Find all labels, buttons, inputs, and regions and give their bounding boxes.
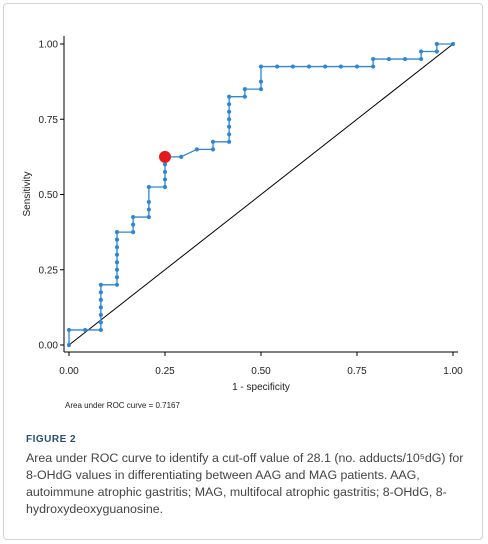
roc-data-point — [146, 214, 151, 220]
roc-data-point — [114, 282, 120, 287]
y-tick-label: 0.00 — [39, 341, 59, 352]
roc-data-point — [98, 305, 103, 310]
roc-data-point — [131, 230, 136, 235]
roc-data-point — [386, 56, 391, 62]
roc-data-point — [227, 117, 232, 122]
roc-data-point — [419, 56, 424, 62]
figure-label: FIGURE 2 — [26, 434, 77, 445]
roc-data-point — [146, 184, 151, 190]
roc-data-point — [114, 260, 120, 265]
roc-data-point — [98, 312, 103, 317]
roc-data-point — [338, 64, 343, 69]
roc-data-point — [162, 169, 168, 175]
roc-data-point — [227, 132, 232, 137]
reference-diagonal-line — [68, 43, 454, 346]
roc-data-point — [194, 147, 199, 152]
figure-frame — [3, 3, 483, 540]
roc-data-point — [98, 327, 103, 333]
chart-axes: 0.00 0.00 0.25 0.25 0.50 0.50 0.75 0.75 1.00 1.00 — [39, 36, 463, 377]
roc-data-point — [98, 297, 103, 302]
roc-data-point — [242, 94, 247, 99]
x-axis-label: 1 - specificity — [232, 382, 290, 393]
roc-data-point — [131, 214, 136, 220]
roc-data-point — [162, 177, 168, 182]
roc-data-point — [371, 64, 376, 69]
roc-data-point — [258, 87, 264, 92]
roc-data-point — [114, 237, 120, 242]
roc-data-point — [258, 64, 264, 69]
x-tick-label: 1.00 — [443, 366, 463, 377]
y-tick-label: 0.75 — [39, 115, 59, 126]
roc-data-point — [210, 147, 216, 152]
roc-data-point — [402, 56, 408, 62]
roc-data-point — [98, 282, 103, 287]
roc-data-point — [131, 222, 136, 227]
roc-data-point — [114, 275, 120, 280]
roc-data-point — [146, 207, 151, 212]
roc-data-point — [227, 94, 232, 99]
roc-data-point — [114, 245, 120, 250]
roc-data-point — [66, 342, 72, 348]
roc-data-point — [419, 49, 424, 54]
y-axis-label: Sensitivity — [22, 171, 33, 216]
roc-data-point — [227, 109, 232, 114]
roc-data-point — [162, 162, 168, 167]
y-tick-label: 1.00 — [39, 40, 59, 51]
x-tick-label: 0.75 — [347, 366, 367, 377]
roc-data-point — [323, 64, 328, 69]
roc-data-point — [210, 139, 216, 144]
cutoff-point-marker — [159, 150, 171, 163]
y-tick-label: 0.50 — [39, 190, 59, 201]
roc-chart: 0.00 0.00 0.25 0.25 0.50 0.50 0.75 0.75 1.00 1.00… — [22, 36, 463, 393]
roc-data-point — [146, 199, 151, 205]
x-tick-label: 0.00 — [59, 366, 79, 377]
roc-data-point — [275, 64, 280, 69]
roc-data-point — [98, 290, 103, 295]
roc-data-point — [227, 102, 232, 107]
roc-data-point — [114, 267, 120, 272]
roc-data-point — [371, 56, 376, 62]
auc-annotation: Area under ROC curve = 0.7167 — [65, 401, 180, 410]
roc-data-point — [306, 64, 312, 69]
roc-data-point — [162, 184, 168, 190]
roc-data-point — [98, 320, 103, 325]
roc-curve-points — [66, 41, 456, 348]
roc-data-point — [114, 230, 120, 235]
roc-data-point — [179, 154, 184, 159]
roc-data-point — [114, 252, 120, 257]
figure-caption: Area under ROC curve to identify a cut-o… — [26, 451, 464, 516]
x-tick-label: 0.50 — [251, 366, 271, 377]
roc-data-point — [258, 79, 264, 84]
roc-data-point — [290, 64, 295, 69]
roc-data-point — [83, 327, 88, 333]
roc-data-point — [434, 41, 439, 47]
roc-data-point — [227, 139, 232, 144]
roc-data-point — [227, 124, 232, 129]
roc-data-point — [242, 87, 247, 92]
roc-data-point — [66, 327, 72, 333]
roc-data-point — [354, 64, 360, 69]
roc-data-point — [434, 49, 439, 54]
y-tick-label: 0.25 — [39, 265, 59, 276]
x-tick-label: 0.25 — [155, 366, 175, 377]
roc-data-point — [450, 41, 456, 47]
